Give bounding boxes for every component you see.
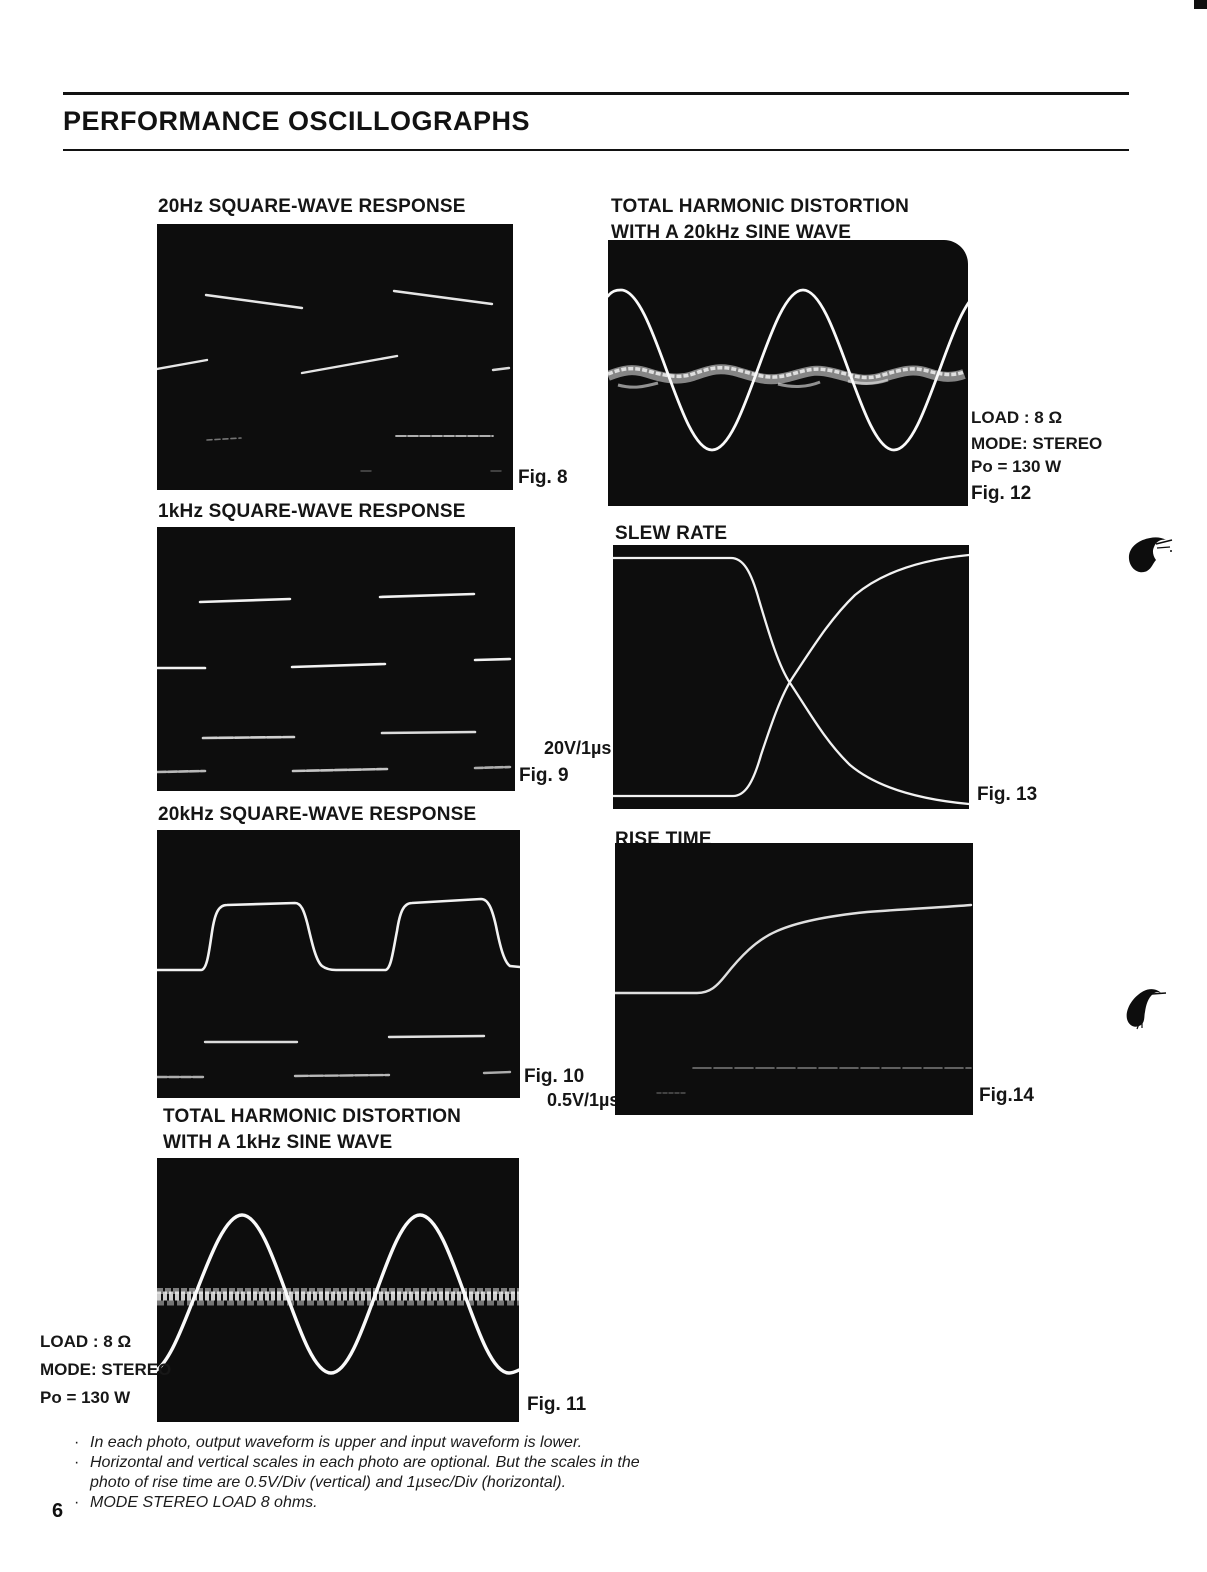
figure-9-scale-label: 20V/1µs <box>544 738 612 758</box>
figure-14-caption: Fig.14 <box>979 1085 1034 1106</box>
ink-smudge-icon <box>1126 989 1167 1030</box>
scope-trace-20hz-square <box>157 289 511 472</box>
figure-11-title-line2: WITH A 1kHz SINE WAVE <box>163 1132 393 1153</box>
header-rule-top <box>63 92 1129 95</box>
figure-12-title-line1: TOTAL HARMONIC DISTORTION <box>611 196 910 217</box>
figure-12-condition-load: LOAD : 8 Ω <box>971 408 1063 427</box>
figure-12-title-line2: WITH A 20kHz SINE WAVE <box>611 222 852 243</box>
figure-9-title: 1kHz SQUARE-WAVE RESPONSE <box>158 501 466 522</box>
footnote-text: photo of rise time are 0.5V/Div (vertica… <box>90 1474 567 1491</box>
footnote-line: photo of rise time are 0.5V/Div (vertica… <box>90 1474 566 1492</box>
footnote-text: In each photo, output waveform is upper … <box>90 1434 583 1451</box>
scope-trace-20khz-square <box>157 897 520 1079</box>
figure-8-photo <box>157 224 513 490</box>
footnote-line: · MODE STEREO LOAD 8 ohms. <box>74 1494 318 1512</box>
ink-smudge-icon <box>1128 537 1173 573</box>
figure-10-photo <box>157 830 520 1098</box>
figure-10-caption: Fig. 10 <box>524 1066 585 1087</box>
figure-8-caption: Fig. 8 <box>518 467 568 488</box>
footnote-text: MODE STEREO LOAD 8 ohms. <box>90 1494 318 1511</box>
scope-trace-slew-rate <box>613 553 969 806</box>
scope-trace-1khz-square <box>157 592 512 774</box>
bullet-icon: · <box>74 1454 80 1471</box>
header-rule-bottom <box>63 149 1129 151</box>
figure-11-condition-load: LOAD : 8 Ω <box>40 1332 132 1351</box>
figure-13-photo <box>613 545 969 809</box>
figure-11-photo <box>157 1158 519 1422</box>
footnote-line: · Horizontal and vertical scales in each … <box>74 1454 640 1472</box>
scan-corner-mark <box>1194 0 1207 9</box>
page-title: PERFORMANCE OSCILLOGRAPHS <box>63 106 531 136</box>
figure-10-title: 20kHz SQUARE-WAVE RESPONSE <box>158 804 477 825</box>
scope-trace-rise-time <box>615 903 973 1094</box>
footnote-text: Horizontal and vertical scales in each p… <box>90 1454 640 1471</box>
bullet-icon: · <box>74 1494 80 1511</box>
figure-11-title-line1: TOTAL HARMONIC DISTORTION <box>163 1106 462 1127</box>
bullet-icon: · <box>74 1434 80 1451</box>
scope-trace-thd-20khz <box>608 288 968 452</box>
figure-11-caption: Fig. 11 <box>527 1394 587 1415</box>
figure-12-condition-mode: MODE: STEREO <box>971 434 1103 453</box>
footnote-line: · In each photo, output waveform is upper… <box>74 1434 582 1452</box>
figure-13-caption: Fig. 13 <box>977 784 1038 805</box>
figure-11-condition-power: Po = 130 W <box>40 1388 131 1407</box>
figure-9-photo <box>157 527 515 791</box>
figure-12-caption: Fig. 12 <box>971 483 1032 504</box>
figure-9-caption: Fig. 9 <box>519 765 569 786</box>
figure-13-title: SLEW RATE <box>615 523 728 544</box>
page-number: 6 <box>52 1500 64 1522</box>
figure-12-photo <box>608 240 968 506</box>
figure-14-photo <box>615 843 973 1115</box>
figure-8-title: 20Hz SQUARE-WAVE RESPONSE <box>158 196 466 217</box>
scope-trace-thd-1khz <box>157 1213 519 1375</box>
figure-10-scale-label: 0.5V/1µs <box>547 1090 620 1110</box>
figure-11-condition-mode: MODE: STEREO <box>40 1360 172 1379</box>
figure-12-condition-power: Po = 130 W <box>971 457 1062 476</box>
